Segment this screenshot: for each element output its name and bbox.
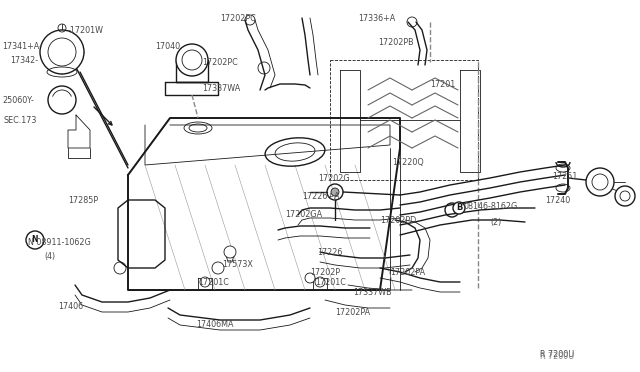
Text: 17337WA: 17337WA [202,84,240,93]
Text: 17201C: 17201C [315,278,346,287]
Circle shape [26,231,44,249]
Circle shape [200,277,210,287]
Circle shape [615,186,635,206]
Text: SEC.173: SEC.173 [4,116,37,125]
Circle shape [586,168,614,196]
Text: 17202P: 17202P [310,268,340,277]
Text: N 08911-1062G: N 08911-1062G [28,238,91,247]
Circle shape [315,277,325,287]
Text: 17202GA: 17202GA [285,210,322,219]
Text: 17040: 17040 [155,42,180,51]
Text: 17202PD: 17202PD [380,216,416,225]
Text: 17202PC: 17202PC [202,58,237,67]
Circle shape [454,203,464,213]
Text: R 7200U: R 7200U [540,352,574,361]
Text: 17341+A-: 17341+A- [2,42,42,51]
Circle shape [331,188,339,196]
Text: B: B [456,203,462,212]
Text: 17251: 17251 [552,172,577,181]
Text: 17226: 17226 [317,248,342,257]
Text: 17285P: 17285P [68,196,98,205]
Text: 17202G: 17202G [318,174,349,183]
Circle shape [40,30,84,74]
Text: N: N [32,235,38,244]
Text: (2): (2) [490,218,501,227]
Text: 17202PB: 17202PB [378,38,413,47]
Text: 17336+A: 17336+A [358,14,396,23]
Text: 17226+A: 17226+A [302,192,339,201]
Bar [330,60,478,180]
Text: 08146-8162G: 08146-8162G [464,202,518,211]
Text: 17573X: 17573X [222,260,253,269]
Text: 17240: 17240 [545,196,570,205]
Text: 17201C: 17201C [198,278,229,287]
Text: R 7200U: R 7200U [540,350,574,359]
Text: 17202PA: 17202PA [390,268,425,277]
Text: 17201: 17201 [430,80,455,89]
Circle shape [453,202,465,214]
Text: (4): (4) [44,252,55,261]
Circle shape [176,44,208,76]
Text: 17406MA: 17406MA [196,320,234,329]
Circle shape [305,273,315,283]
Text: -17201W: -17201W [68,26,104,35]
Circle shape [224,246,236,258]
Text: 17202PA: 17202PA [335,308,370,317]
Text: 17202PC: 17202PC [220,14,256,23]
Text: 17406: 17406 [58,302,83,311]
Text: 25060Y-: 25060Y- [2,96,34,105]
Text: 17220Q: 17220Q [392,158,424,167]
Text: 17337WB: 17337WB [353,288,392,297]
Text: 17342-: 17342- [10,56,38,65]
Circle shape [48,86,76,114]
